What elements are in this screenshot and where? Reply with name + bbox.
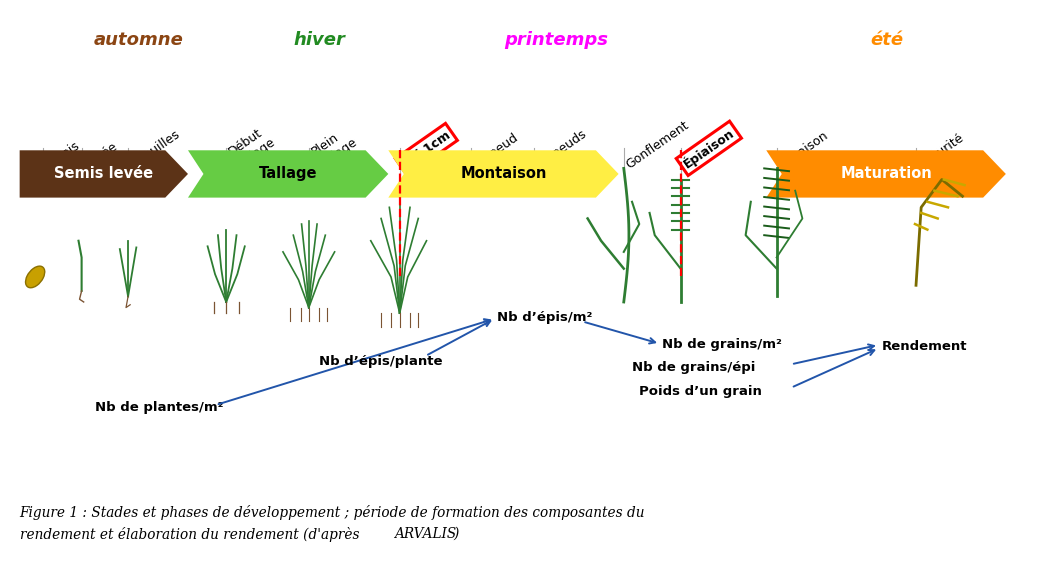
Text: ARVALIS: ARVALIS [395, 527, 457, 541]
Polygon shape [388, 150, 618, 198]
Text: rendement et élaboration du rendement (d'après: rendement et élaboration du rendement (d… [20, 527, 363, 542]
Text: Tallage: Tallage [259, 167, 318, 181]
Text: 1 noeud: 1 noeud [471, 131, 520, 171]
Text: Floraison: Floraison [777, 128, 831, 171]
Text: ): ) [454, 527, 459, 541]
Text: Nb d’épis/plante: Nb d’épis/plante [320, 355, 442, 368]
Ellipse shape [26, 266, 45, 288]
Text: automne: automne [94, 31, 183, 49]
Text: Nb d’épis/m²: Nb d’épis/m² [497, 311, 592, 324]
Text: Figure 1 : Stades et phases de développement ; période de formation des composan: Figure 1 : Stades et phases de développe… [20, 505, 645, 520]
Text: Nb de grains/m²: Nb de grains/m² [662, 338, 782, 351]
Text: Rendement: Rendement [882, 340, 967, 353]
Text: Semis levée: Semis levée [54, 167, 153, 181]
Text: hiver: hiver [294, 31, 345, 49]
Text: été: été [870, 31, 904, 49]
Text: Levée: Levée [81, 139, 120, 171]
Polygon shape [766, 150, 1006, 198]
Text: printemps: printemps [505, 31, 609, 49]
Text: Épi 1cm: Épi 1cm [400, 128, 453, 171]
Text: Poids d’un grain: Poids d’un grain [639, 385, 762, 398]
Text: 2 noeuds: 2 noeuds [534, 128, 588, 171]
Text: Montaison: Montaison [460, 167, 547, 181]
Text: Nb de grains/épi: Nb de grains/épi [632, 360, 756, 373]
Text: Nb de plantes/m²: Nb de plantes/m² [95, 401, 224, 414]
Text: Maturité: Maturité [916, 131, 966, 171]
Text: 3 feuilles: 3 feuilles [128, 128, 182, 171]
Text: Début
tallage: Début tallage [226, 124, 278, 171]
Text: Épiaison: Épiaison [681, 125, 737, 171]
Text: Gonflement: Gonflement [624, 118, 691, 171]
Polygon shape [188, 150, 388, 198]
Text: Maturation: Maturation [840, 167, 932, 181]
Text: Semis: Semis [44, 139, 82, 171]
Text: Plein
tallage: Plein tallage [309, 124, 360, 171]
Polygon shape [20, 150, 188, 198]
